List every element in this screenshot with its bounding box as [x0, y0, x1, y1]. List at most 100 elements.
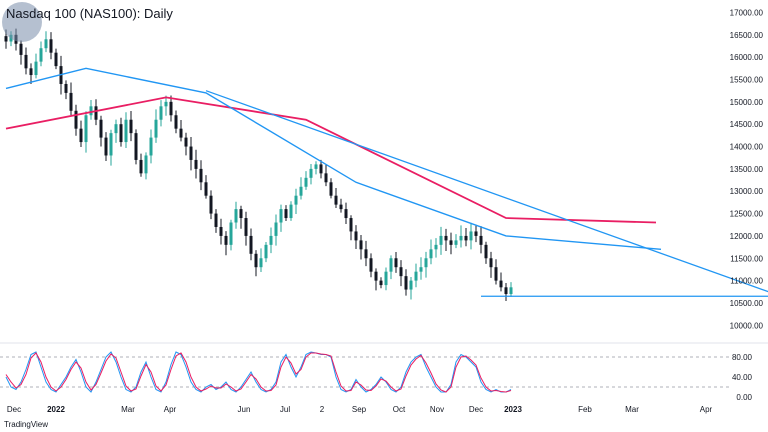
stochastic-panel	[0, 351, 730, 393]
candle-body	[344, 209, 348, 219]
stochastic-line	[5, 351, 512, 393]
candle-body	[229, 222, 233, 245]
x-tick-label: 2	[320, 405, 325, 414]
candle-body	[379, 280, 383, 286]
candle-body	[99, 119, 103, 138]
candle-body	[19, 43, 23, 55]
candle-body	[289, 204, 293, 219]
candle-body	[244, 218, 248, 236]
y-tick-label: 15500.00	[730, 76, 764, 85]
candle-body	[124, 119, 128, 143]
chart-title: Nasdaq 100 (NAS100): Daily	[6, 6, 173, 21]
candle-body	[134, 133, 138, 160]
stochastic-line	[5, 352, 512, 393]
candle-body	[234, 209, 238, 223]
candle-body	[264, 244, 268, 259]
candle-body	[89, 106, 93, 116]
candle-body	[274, 222, 278, 236]
candle-body	[239, 209, 243, 219]
candle-body	[199, 168, 203, 183]
candle-body	[184, 137, 188, 147]
x-tick-label: Apr	[700, 405, 713, 414]
candle-body	[459, 235, 463, 241]
x-tick-label: Feb	[578, 405, 592, 414]
candle-body	[389, 258, 393, 272]
x-tick-label: Apr	[164, 405, 177, 414]
candle-body	[474, 231, 478, 236]
candle-body	[169, 101, 173, 116]
candle-body	[29, 68, 33, 76]
candle-body	[149, 137, 153, 156]
stochastic-tick-label: 80.00	[732, 353, 753, 362]
candle-body	[209, 195, 213, 214]
candle-body	[359, 240, 363, 250]
x-tick-label: Oct	[393, 405, 406, 414]
candle-body	[214, 213, 218, 227]
candle-body	[494, 267, 498, 281]
candle-body	[109, 133, 113, 156]
candle-body	[119, 124, 123, 143]
candle-body	[84, 115, 88, 143]
candle-body	[194, 159, 198, 169]
candle-body	[94, 106, 98, 120]
candle-body	[284, 209, 288, 219]
candle-body	[349, 218, 353, 232]
candle-body	[189, 146, 193, 160]
candle-body	[394, 258, 398, 268]
candle-body	[414, 271, 418, 281]
candle-body	[374, 271, 378, 281]
x-tick-label: 2023	[504, 405, 522, 414]
candle-body	[279, 209, 283, 223]
candle-body	[399, 267, 403, 277]
candle-body	[154, 119, 158, 138]
y-tick-label: 14000.00	[730, 143, 764, 152]
candle-body	[304, 177, 308, 187]
candle-body	[334, 195, 338, 205]
candle-body	[24, 54, 28, 69]
y-axis: 17000.00 16500.00 16000.00 15500.00 15000.00…	[730, 8, 764, 330]
x-tick-label: Dec	[469, 405, 483, 414]
x-tick-label: Dec	[7, 405, 21, 414]
candle-body	[269, 235, 273, 245]
x-axis: Dec 2022 Mar Apr Jun Jul 2 Sep Oct Nov Dec 2023 Feb M…	[7, 405, 713, 414]
candle-body	[489, 258, 493, 268]
candle-body	[464, 235, 468, 241]
candle-body	[424, 258, 428, 268]
candle-body	[49, 39, 53, 53]
candle-body	[69, 92, 73, 111]
candle-body	[79, 128, 83, 143]
candle-body	[499, 280, 503, 288]
stochastic-tick-label: 40.00	[732, 373, 753, 382]
candle-body	[449, 240, 453, 245]
candle-body	[254, 253, 258, 268]
candle-body	[454, 240, 458, 245]
candle-body	[364, 249, 368, 259]
x-tick-label: Nov	[430, 405, 444, 414]
candle-body	[44, 39, 48, 49]
candle-body	[444, 235, 448, 241]
x-tick-label: Jul	[280, 405, 290, 414]
y-tick-label: 11500.00	[730, 254, 763, 263]
moving-average-line	[5, 96, 657, 224]
y-tick-label: 13500.00	[730, 165, 764, 174]
candle-body	[54, 52, 58, 67]
candle-body	[64, 83, 68, 93]
x-tick-label: Mar	[625, 405, 639, 414]
y-tick-label: 16500.00	[730, 31, 764, 40]
candle-body	[314, 164, 318, 169]
x-tick-label: Mar	[121, 405, 135, 414]
candle-body	[339, 204, 343, 210]
candle-body	[174, 115, 178, 129]
candle-body	[4, 36, 8, 42]
candle-body	[309, 168, 313, 178]
stochastic-y-axis: 80.00 40.00 0.00	[732, 353, 753, 402]
candle-body	[294, 195, 298, 205]
candle-body	[434, 244, 438, 250]
candle-body	[479, 235, 483, 245]
candle-body	[329, 182, 333, 196]
candle-body	[164, 101, 168, 107]
x-tick-label: Jun	[238, 405, 251, 414]
candle-body	[74, 110, 78, 129]
moving-average-line	[5, 67, 662, 251]
